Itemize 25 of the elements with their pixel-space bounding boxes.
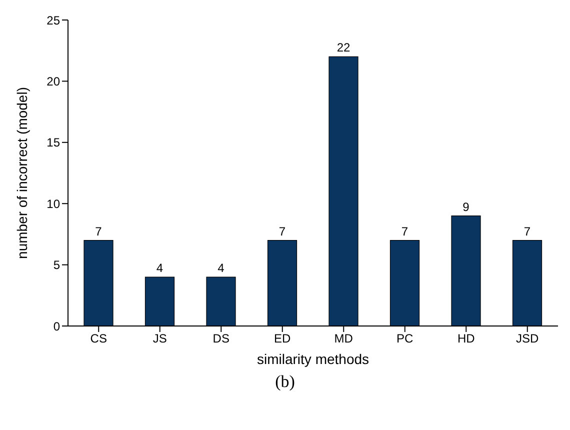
x-axis-title: similarity methods bbox=[256, 351, 370, 367]
data-label: 4 bbox=[218, 261, 225, 276]
x-tick-label: JSD bbox=[516, 332, 540, 346]
y-axis-title: number of incorrect (model) bbox=[14, 87, 30, 259]
data-label: 7 bbox=[95, 224, 102, 238]
x-tick-label: ED bbox=[274, 332, 292, 346]
y-tick-label: 5 bbox=[53, 258, 60, 272]
data-label: 4 bbox=[156, 261, 164, 276]
data-label: 7 bbox=[524, 224, 531, 238]
x-tick-label: PC bbox=[396, 332, 414, 346]
x-tick-label: JS bbox=[152, 332, 167, 346]
data-label: 7 bbox=[401, 224, 408, 238]
x-tick-label: DS bbox=[212, 332, 230, 346]
y-tick-label: 25 bbox=[46, 13, 60, 28]
data-label: 7 bbox=[278, 224, 286, 238]
y-tick-label: 0 bbox=[53, 319, 60, 334]
data-label: 9 bbox=[462, 200, 470, 214]
data-label: 22 bbox=[336, 40, 350, 55]
x-tick-label: MD bbox=[334, 332, 354, 346]
y-tick-label: 10 bbox=[46, 196, 60, 211]
text: (b) bbox=[274, 372, 296, 392]
x-tick-label: HD bbox=[457, 332, 476, 346]
y-tick-label: 20 bbox=[46, 74, 60, 88]
x-tick-label: CS bbox=[90, 332, 107, 346]
y-tick-label: 15 bbox=[46, 136, 60, 150]
